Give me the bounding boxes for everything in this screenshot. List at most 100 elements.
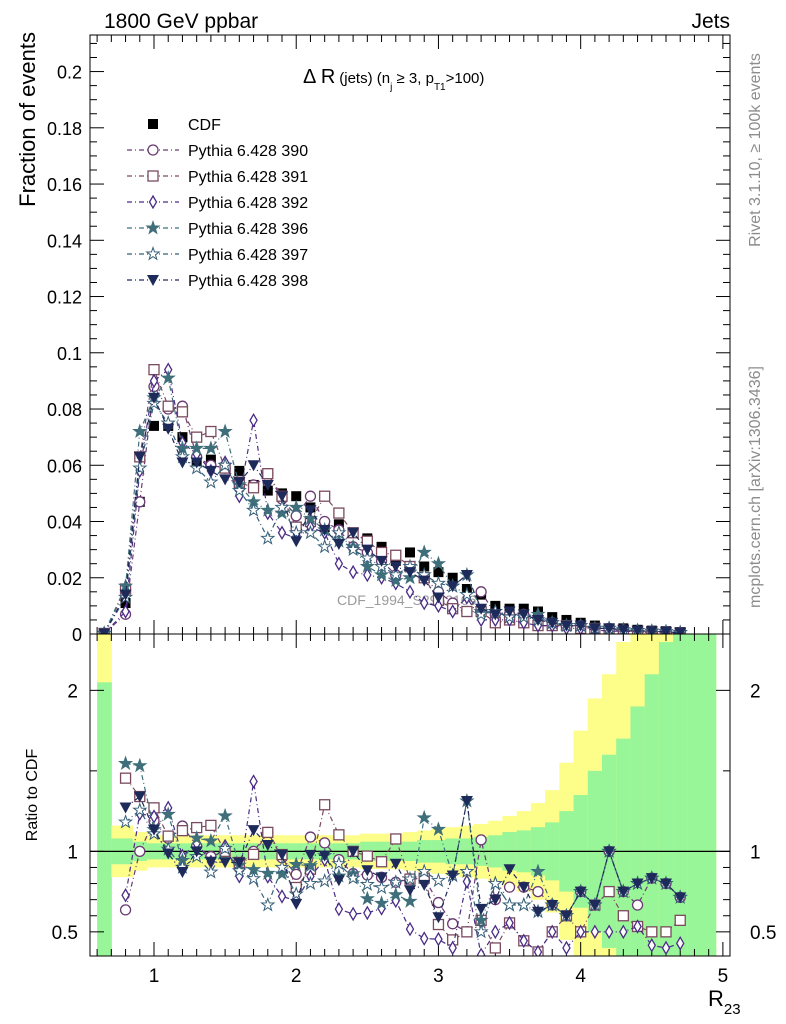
top-y-tick-label: 0.04 bbox=[47, 513, 82, 533]
legend-label: Pythia 6.428 392 bbox=[188, 195, 308, 212]
top-y-tick-label: 0.06 bbox=[47, 456, 82, 476]
x-tick-label: 2 bbox=[291, 966, 302, 987]
ratio-point bbox=[133, 791, 146, 803]
ratio-point bbox=[317, 872, 333, 888]
legend-label: CDF bbox=[188, 117, 221, 134]
bottom-y-tick-label-right: 1 bbox=[750, 842, 761, 863]
mc-point bbox=[361, 544, 374, 556]
ratio-point bbox=[288, 856, 304, 872]
mc-point bbox=[331, 524, 347, 540]
band-green-bin bbox=[687, 634, 703, 956]
band-green-bin bbox=[644, 674, 660, 956]
mc-point bbox=[219, 474, 232, 486]
ratio-series bbox=[117, 755, 688, 956]
ratio-point bbox=[348, 906, 358, 922]
ratio-point bbox=[562, 940, 571, 956]
ratio-point bbox=[302, 857, 319, 873]
x-tick-label: 5 bbox=[718, 966, 729, 987]
mc-point bbox=[148, 392, 160, 404]
ratio-point bbox=[532, 906, 544, 918]
ratio-point bbox=[432, 896, 445, 909]
mc-point bbox=[603, 623, 616, 634]
ratio-point bbox=[402, 871, 418, 886]
mc-point bbox=[261, 479, 274, 491]
bottom-frame bbox=[89, 633, 731, 957]
mc-point bbox=[149, 373, 159, 389]
ratio-point bbox=[373, 895, 390, 910]
legend-marker bbox=[145, 219, 161, 235]
mc-point bbox=[489, 609, 502, 621]
ratio-point bbox=[176, 825, 189, 837]
ratio-point bbox=[217, 840, 233, 856]
ratio-point bbox=[290, 898, 303, 910]
ratio-point bbox=[389, 858, 402, 870]
top-y-tick-label: 0.2 bbox=[57, 63, 82, 83]
ratio-point bbox=[461, 926, 473, 938]
mc-point bbox=[121, 604, 130, 619]
ratio-point bbox=[674, 914, 686, 926]
mc-point bbox=[317, 538, 333, 554]
ratio-point bbox=[205, 819, 217, 832]
mc-point bbox=[517, 609, 530, 621]
mc-point bbox=[404, 567, 416, 579]
ratio-point bbox=[503, 881, 516, 893]
mc-point bbox=[205, 425, 217, 438]
ratio-point bbox=[517, 882, 530, 894]
ratio-point bbox=[119, 772, 132, 784]
legend-label: Pythia 6.428 396 bbox=[188, 221, 308, 238]
mc-point bbox=[119, 589, 132, 601]
ratio-point bbox=[588, 900, 601, 912]
ratio-point bbox=[661, 940, 671, 956]
ratio-point bbox=[160, 806, 176, 821]
mc-point bbox=[475, 603, 488, 615]
ratio-point bbox=[533, 944, 543, 956]
mc-point bbox=[546, 617, 559, 629]
mc-point bbox=[133, 451, 146, 463]
legend-label: Pythia 6.428 398 bbox=[188, 273, 308, 290]
mc-point bbox=[588, 623, 601, 634]
legend: CDF Pythia 6.428 390 Pythia 6.428 391 Pythi… bbox=[127, 117, 308, 290]
plot-title: Δ R (jets) (nj ≥ 3, pT1>100) bbox=[303, 66, 484, 93]
ratio-point bbox=[647, 937, 657, 953]
mc-point bbox=[247, 482, 260, 494]
top-y-label: Fraction of events bbox=[15, 32, 40, 207]
legend-label: Pythia 6.428 397 bbox=[188, 247, 308, 264]
ratio-point bbox=[148, 824, 160, 836]
ratio-point bbox=[261, 840, 274, 852]
mc-point bbox=[388, 566, 404, 582]
mc-point bbox=[617, 624, 630, 634]
mc-point bbox=[631, 625, 644, 634]
ratio-point bbox=[675, 936, 685, 951]
mc-point bbox=[160, 370, 176, 385]
top-y-tick-label: 0.08 bbox=[47, 400, 82, 420]
top-y-tick-label: 0.18 bbox=[47, 119, 82, 139]
ratio-point bbox=[416, 863, 432, 878]
ratio-point bbox=[319, 837, 331, 849]
ratio-point bbox=[119, 802, 132, 814]
ratio-point bbox=[262, 826, 274, 839]
mc-point bbox=[290, 536, 303, 548]
ratio-point bbox=[373, 879, 390, 895]
ratio-point bbox=[546, 900, 559, 912]
cdf-point bbox=[291, 491, 302, 502]
ratio-point bbox=[447, 918, 459, 930]
legend-marker bbox=[147, 170, 159, 182]
top-y-tick-label: 0.1 bbox=[57, 344, 82, 364]
ratio-point bbox=[318, 850, 331, 862]
ratio-point bbox=[290, 868, 302, 880]
mc-point bbox=[162, 400, 174, 412]
ratio-point bbox=[416, 809, 432, 825]
band-green-bin bbox=[701, 634, 717, 956]
ratio-point bbox=[249, 774, 258, 789]
ratio-point bbox=[132, 757, 148, 773]
mc-point bbox=[148, 364, 160, 376]
bottom-y-tick-label: 0.5 bbox=[52, 923, 78, 944]
cdf-point bbox=[447, 572, 458, 583]
mc-point bbox=[98, 628, 111, 634]
mc-point bbox=[345, 541, 361, 557]
mc-point bbox=[333, 507, 345, 519]
ratio-point bbox=[576, 924, 585, 940]
mc-point bbox=[247, 460, 260, 472]
ratio-point bbox=[274, 859, 290, 874]
ratio-point bbox=[530, 863, 546, 878]
